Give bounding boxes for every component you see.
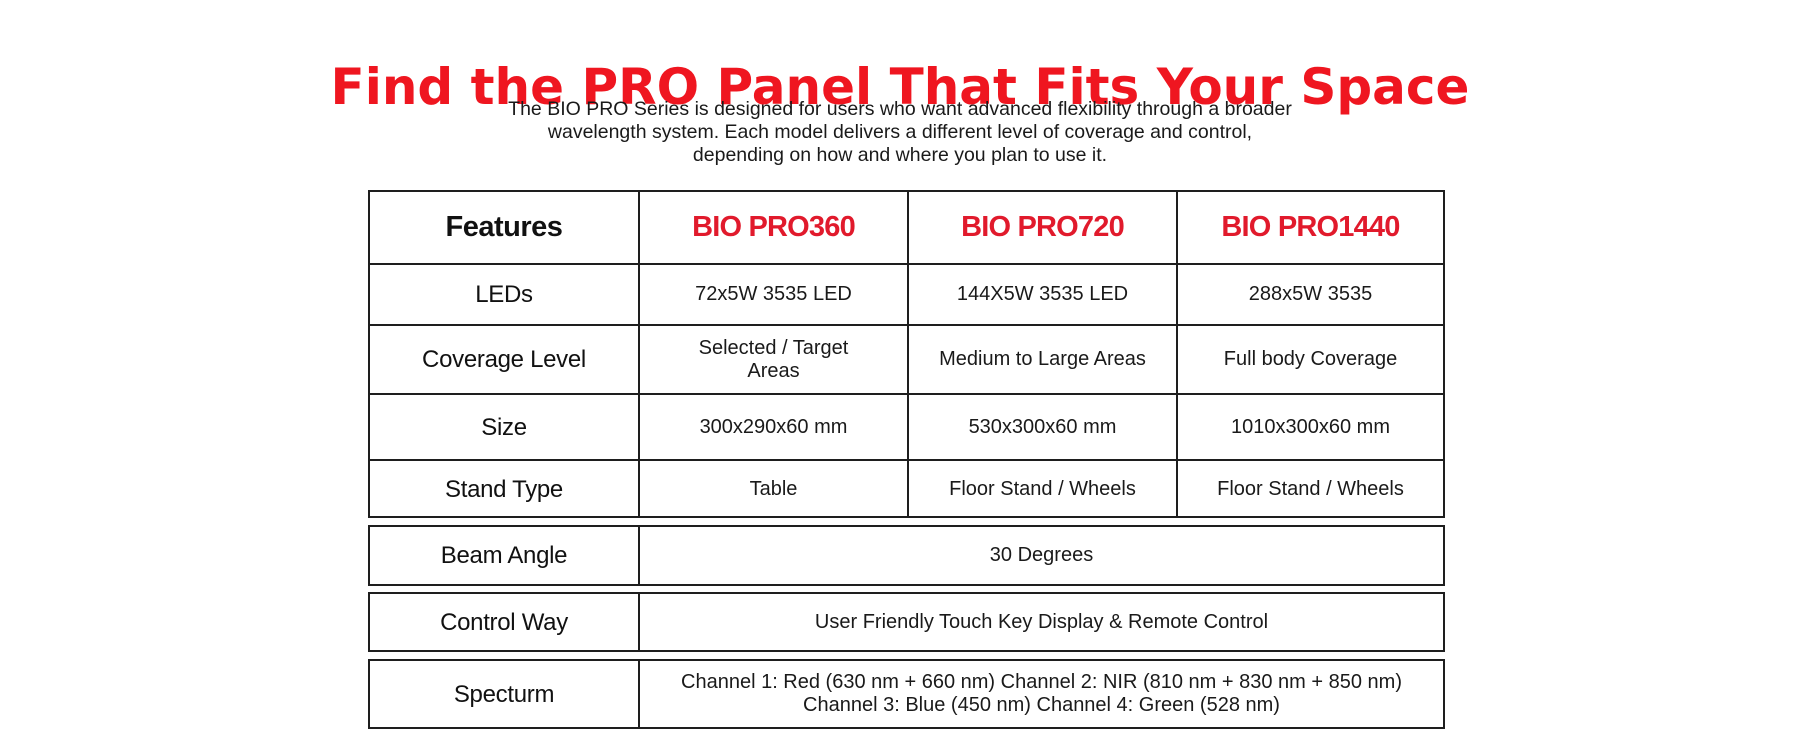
feature-label: Beam Angle	[440, 542, 568, 569]
table-cell: 144X5W 3535 LED	[907, 265, 1176, 324]
table-cell: 1010x300x60 mm	[1176, 395, 1443, 459]
table-cell: Floor Stand / Wheels	[907, 461, 1176, 518]
table-cell: Floor Stand / Wheels	[1176, 461, 1443, 518]
spectrum-table: Specturm Channel 1: Red (630 nm + 660 nm…	[368, 659, 1445, 729]
table-row-spectrum: Specturm Channel 1: Red (630 nm + 660 nm…	[370, 661, 1443, 727]
model-header-pro720: BIO PRO720	[907, 192, 1176, 263]
feature-label: Control Way	[440, 608, 568, 636]
table-cell: Selected / Target Areas	[638, 326, 907, 393]
table-cell: 72x5W 3535 LED	[638, 265, 907, 324]
intro-line: The BIO PRO Series is designed for users…	[508, 98, 1292, 120]
table-row-leds: LEDs 72x5W 3535 LED 144X5W 3535 LED 288x…	[370, 263, 1443, 324]
beam-angle-table: Beam Angle 30 Degrees	[368, 525, 1445, 586]
features-header: Features	[445, 211, 563, 243]
comparison-table: Features BIO PRO360 BIO PRO720 BIO PRO14…	[368, 190, 1445, 518]
control-way-table: Control Way User Friendly Touch Key Disp…	[368, 592, 1445, 652]
table-cell: User Friendly Touch Key Display & Remote…	[638, 594, 1443, 650]
model-header-pro1440: BIO PRO1440	[1176, 192, 1443, 263]
table-row-coverage: Coverage Level Selected / Target Areas M…	[370, 324, 1443, 393]
feature-label: Specturm	[453, 680, 555, 708]
feature-label: Stand Type	[445, 476, 563, 503]
table-cell: 530x300x60 mm	[907, 395, 1176, 459]
feature-label: Size	[481, 413, 527, 441]
table-cell: Full body Coverage	[1176, 326, 1443, 393]
feature-label: Coverage Level	[422, 346, 586, 373]
table-cell: 288x5W 3535	[1176, 265, 1443, 324]
cell-line: Channel 1: Red (630 nm + 660 nm) Channel…	[681, 671, 1402, 693]
cell-line: Channel 3: Blue (450 nm) Channel 4: Gree…	[803, 694, 1280, 716]
model-header-pro360: BIO PRO360	[638, 192, 907, 263]
page-title: Find the PRO Panel That Fits Your Space	[330, 57, 1470, 116]
table-row-control: Control Way User Friendly Touch Key Disp…	[370, 594, 1443, 650]
feature-label: LEDs	[475, 281, 533, 308]
intro-line: depending on how and where you plan to u…	[692, 144, 1108, 166]
table-cell: 30 Degrees	[638, 527, 1443, 584]
table-row-stand: Stand Type Table Floor Stand / Wheels Fl…	[370, 459, 1443, 518]
table-cell: Table	[638, 461, 907, 518]
intro-paragraph: The BIO PRO Series is designed for users…	[450, 98, 1350, 167]
intro-line: wavelength system. Each model delivers a…	[547, 121, 1253, 143]
table-row-size: Size 300x290x60 mm 530x300x60 mm 1010x30…	[370, 393, 1443, 459]
table-header-row: Features BIO PRO360 BIO PRO720 BIO PRO14…	[370, 192, 1443, 263]
table-cell: 300x290x60 mm	[638, 395, 907, 459]
cell-line: Selected / Target	[698, 336, 849, 359]
cell-line: Areas	[747, 359, 800, 382]
table-cell: Medium to Large Areas	[907, 326, 1176, 393]
table-cell: Channel 1: Red (630 nm + 660 nm) Channel…	[638, 661, 1443, 727]
table-row-beam: Beam Angle 30 Degrees	[370, 527, 1443, 584]
